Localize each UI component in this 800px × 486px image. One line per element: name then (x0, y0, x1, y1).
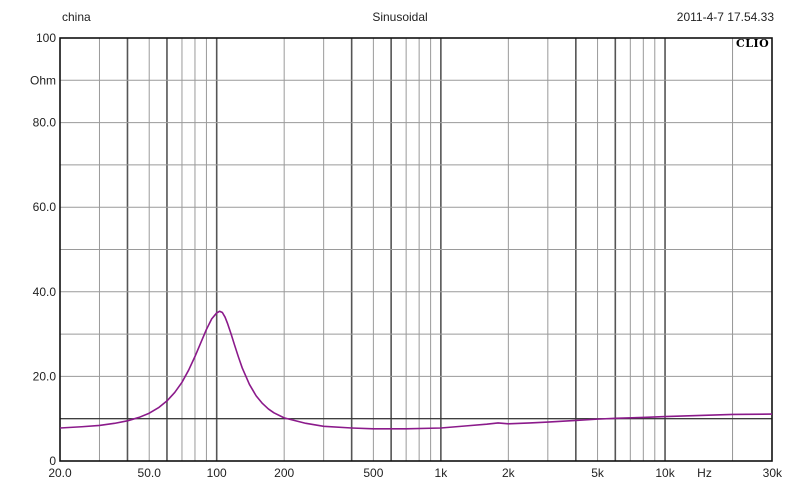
x-tick-label: 2k (502, 466, 516, 480)
y-tick-label: 0 (49, 454, 56, 468)
y-axis-unit: Ohm (30, 73, 56, 87)
x-tick-label: 1k (435, 466, 449, 480)
header-timestamp: 2011-4-7 17.54.33 (676, 10, 774, 24)
brand-logo: CLIO (736, 37, 770, 50)
plot-frame (59, 37, 773, 462)
x-tick-label: 100 (207, 466, 227, 480)
x-axis-unit: Hz (697, 466, 712, 480)
y-tick-label: 80.0 (33, 116, 57, 130)
y-tick-label: 40.0 (33, 285, 57, 299)
x-tick-label: 50.0 (138, 466, 162, 480)
y-tick-label: 20.0 (33, 369, 57, 383)
y-tick-label: 100 (36, 31, 56, 45)
x-tick-label: 30k (763, 466, 783, 480)
y-tick-label: 60.0 (33, 200, 57, 214)
x-tick-label: 20.0 (48, 466, 72, 480)
impedance-curve (59, 310, 773, 430)
x-tick-label: 5k (591, 466, 605, 480)
header-center-label: Sinusoidal (372, 10, 428, 24)
x-tick-label: 500 (363, 466, 383, 480)
x-tick-label: 10k (655, 466, 675, 480)
header-left-label: china (62, 10, 91, 24)
x-tick-label: 200 (274, 466, 294, 480)
